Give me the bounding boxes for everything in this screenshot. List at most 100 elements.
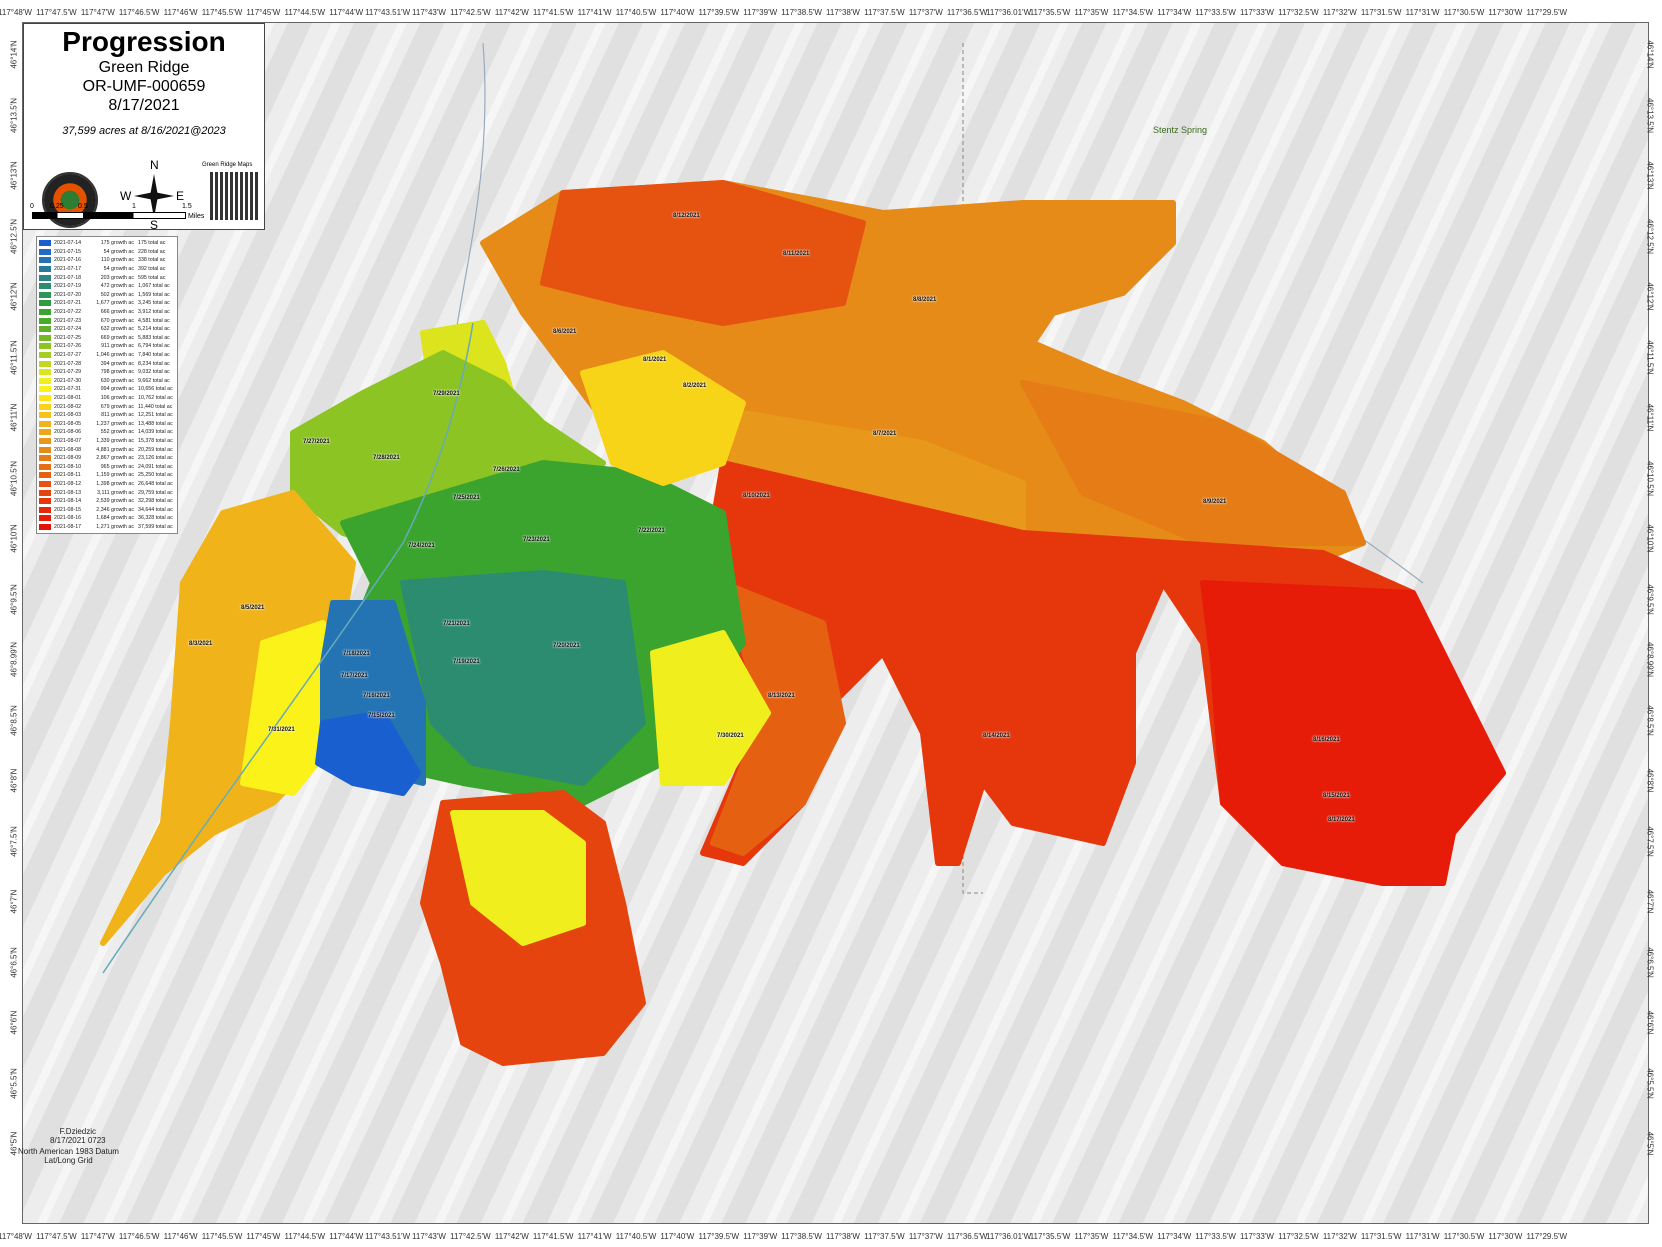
compass-e: E xyxy=(176,189,185,203)
legend-entry: 2021-08-09 2,867 growth ac 23,126 total … xyxy=(39,454,175,463)
perimeter-date-label: 7/24/2021 xyxy=(408,543,435,549)
map-frame[interactable]: Stentz Spring 8/12/2021 8/11/2021 8/8/2021… xyxy=(22,22,1649,1224)
fire-perimeter-2021-07-30[interactable] xyxy=(650,630,771,786)
fire-perimeter-2021-08-02[interactable] xyxy=(580,350,746,486)
qr-code-icon[interactable] xyxy=(210,172,258,220)
legend-total: 25,250 total ac xyxy=(138,472,173,479)
latitude-label: 46°8'N xyxy=(1645,768,1655,793)
legend-swatch xyxy=(39,403,51,410)
longitude-label: 117°36.01'W xyxy=(986,8,1032,17)
legend-growth: 2,539 growth ac xyxy=(96,498,134,505)
legend-growth: 54 growth ac xyxy=(103,266,134,273)
legend-date: 2021-08-14 xyxy=(54,498,82,505)
legend-growth: 1,339 growth ac xyxy=(96,437,134,444)
legend-swatch xyxy=(39,472,51,479)
fire-perimeter-2021-08-16[interactable] xyxy=(1200,580,1506,886)
longitude-label: 117°35.5'W xyxy=(1029,1232,1071,1241)
latitude-label: 46°9.5'N xyxy=(9,583,19,615)
incident-id: OR-UMF-000659 xyxy=(82,78,206,95)
legend-swatch xyxy=(39,352,51,359)
perimeter-date-label: 8/6/2021 xyxy=(553,329,577,335)
latitude-label: 46°14'N xyxy=(9,40,19,69)
legend-swatch xyxy=(39,309,51,316)
legend-total: 36,328 total ac xyxy=(138,515,173,522)
latitude-label: 46°13'N xyxy=(1645,161,1655,190)
legend-growth: 1,684 growth ac xyxy=(96,515,134,522)
longitude-label: 117°40.5'W xyxy=(615,8,657,17)
longitude-label: 117°35'W xyxy=(1074,8,1109,17)
legend-swatch xyxy=(39,334,51,341)
latitude-label: 46°5'N xyxy=(1645,1131,1655,1156)
longitude-label: 117°38'W xyxy=(826,1232,860,1241)
legend-swatch xyxy=(39,343,51,350)
legend-total: 14,039 total ac xyxy=(138,429,173,436)
legend-growth: 106 growth ac xyxy=(100,394,134,401)
legend-date: 2021-08-11 xyxy=(54,472,81,479)
legend-date: 2021-07-26 xyxy=(54,343,82,350)
perimeter-date-label: 7/21/2021 xyxy=(443,621,470,627)
fire-perimeter-2021-07-19[interactable] xyxy=(400,570,646,786)
legend-total: 595 total ac xyxy=(138,274,166,281)
longitude-label: 117°47.5'W xyxy=(36,1232,77,1241)
latitude-label: 46°8.99'N xyxy=(1645,642,1655,677)
perimeter-date-label: 7/23/2021 xyxy=(523,537,550,543)
legend-growth: 1,271 growth ac xyxy=(96,523,134,530)
longitude-label: 117°45'W xyxy=(246,8,281,17)
perimeter-date-label: 7/18/2021 xyxy=(343,651,370,657)
latitude-label: 46°14'N xyxy=(1645,40,1655,69)
fire-name: Green Ridge xyxy=(98,59,190,76)
legend-date: 2021-08-05 xyxy=(54,420,82,427)
fire-perimeter-2021-08-05[interactable] xyxy=(100,490,356,946)
legend-growth: 3,111 growth ac xyxy=(97,489,134,496)
perimeter-date-label: 7/15/2021 xyxy=(368,713,395,719)
legend-growth: 175 growth ac xyxy=(100,240,134,247)
fire-perimeter-2021-07-30[interactable] xyxy=(450,810,586,946)
perimeter-date-label: 7/19/2021 xyxy=(453,659,480,665)
fire-perimeter-2021-08-12[interactable] xyxy=(540,180,866,326)
scale-tick: 0 xyxy=(30,203,34,210)
legend-total: 5,214 total ac xyxy=(138,326,170,333)
legend-entry: 2021-07-25 669 growth ac 5,883 total ac xyxy=(39,334,175,343)
longitude-label: 117°29.5'W xyxy=(1526,1232,1568,1241)
legend-total: 12,251 total ac xyxy=(138,412,173,419)
fire-perimeter-2021-08-09[interactable] xyxy=(1020,380,1366,546)
latitude-label: 46°8'N xyxy=(9,768,19,793)
longitude-label: 117°30'W xyxy=(1488,8,1523,17)
perimeter-date-label: 8/16/2021 xyxy=(1313,737,1340,743)
latitude-label: 46°6'N xyxy=(9,1010,19,1035)
perimeter-date-label: 8/15/2021 xyxy=(1323,793,1350,799)
perimeter-date-label: 7/25/2021 xyxy=(453,495,480,501)
legend-date: 2021-08-17 xyxy=(54,523,82,530)
legend-date: 2021-08-02 xyxy=(54,403,82,410)
legend-entry: 2021-07-23 670 growth ac 4,581 total ac xyxy=(39,316,175,325)
legend-swatch xyxy=(39,317,51,324)
legend-total: 10,762 total ac xyxy=(138,394,173,401)
fire-perimeter-2021-07-14[interactable] xyxy=(315,710,421,796)
latitude-label: 46°12.5'N xyxy=(1645,218,1655,254)
fire-progression-map[interactable] xyxy=(23,23,1648,1223)
longitude-label: 117°38.5'W xyxy=(781,1232,822,1241)
latitude-label: 46°7.5'N xyxy=(1645,825,1655,857)
legend-date: 2021-07-22 xyxy=(54,309,82,316)
longitude-label: 117°46.5'W xyxy=(118,8,160,17)
longitude-label: 117°39.5'W xyxy=(698,1232,740,1241)
legend-swatch xyxy=(39,266,51,273)
legend-entry: 2021-07-22 666 growth ac 3,912 total ac xyxy=(39,308,175,317)
legend-date: 2021-07-19 xyxy=(54,283,82,290)
longitude-label: 117°38.5'W xyxy=(781,8,822,17)
longitude-label: 117°34'W xyxy=(1157,1232,1192,1241)
legend-growth: 110 growth ac xyxy=(101,257,134,264)
legend-total: 338 total ac xyxy=(138,257,166,264)
perimeter-date-label: 8/2/2021 xyxy=(683,383,707,389)
legend-total: 1,569 total ac xyxy=(138,291,170,298)
legend-growth: 1,159 growth ac xyxy=(96,472,134,479)
legend-date: 2021-07-14 xyxy=(54,240,82,247)
latitude-label: 46°8.99'N xyxy=(9,642,19,677)
legend-date: 2021-07-31 xyxy=(54,386,82,393)
longitude-label: 117°41.5'W xyxy=(532,1232,574,1241)
legend-entry: 2021-07-30 630 growth ac 9,662 total ac xyxy=(39,377,175,386)
legend-total: 29,759 total ac xyxy=(138,489,173,496)
legend-total: 9,032 total ac xyxy=(138,369,170,376)
legend-entry: 2021-08-15 2,346 growth ac 34,644 total … xyxy=(39,505,175,514)
longitude-label: 117°34.5'W xyxy=(1112,1232,1154,1241)
